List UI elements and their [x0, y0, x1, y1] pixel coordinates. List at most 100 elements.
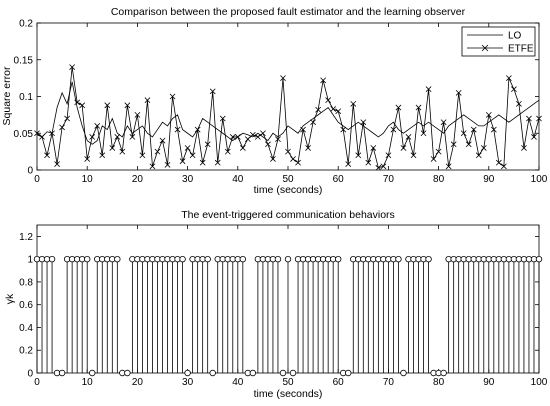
data-point-etfe: [440, 119, 447, 126]
data-point-etfe: [134, 111, 141, 118]
x-tick-labels: 0 10 20 30 40 50 60 70 80 90 100: [34, 174, 548, 185]
data-point-etfe: [445, 163, 452, 170]
data-point-etfe: [410, 152, 417, 159]
stem-marker: [345, 369, 352, 377]
x-tick-label: 90: [483, 377, 495, 388]
chart-title: Comparison between the proposed fault es…: [111, 6, 466, 18]
data-point-etfe: [500, 163, 507, 170]
data-point-etfe: [315, 106, 322, 113]
stem-marker: [335, 255, 342, 263]
stem-marker: [400, 369, 407, 377]
data-point-etfe: [465, 141, 472, 148]
data-point-etfe: [425, 86, 432, 93]
chart-title: The event-triggered communication behavi…: [181, 209, 395, 221]
data-point-etfe: [109, 145, 116, 151]
data-point-etfe: [536, 115, 542, 122]
x-tick-label: 30: [182, 174, 194, 185]
data-point-etfe: [385, 152, 392, 159]
data-point-etfe: [189, 152, 196, 159]
x-tick-label: 20: [132, 174, 144, 185]
y-tick-labels: 0 0.05 0.1 0.15 0.2: [14, 19, 34, 177]
data-point-etfe: [104, 102, 111, 109]
legend-box: [461, 26, 536, 57]
data-point-etfe: [69, 64, 76, 70]
data-point-etfe: [204, 141, 211, 148]
x-tick-label: 50: [282, 377, 294, 388]
data-point-etfe: [355, 152, 362, 159]
data-point-etfe: [480, 145, 487, 151]
x-tick-label: 100: [531, 174, 548, 185]
x-tick-label: 70: [383, 174, 395, 185]
y-axis-label: γk: [4, 293, 16, 304]
data-point-etfe: [265, 141, 271, 148]
legend-label-etfe: ETFE: [508, 44, 534, 55]
data-point-etfe: [239, 145, 246, 151]
data-point-etfe: [34, 130, 40, 137]
y-tick-label: 0.8: [19, 277, 33, 288]
stem-marker: [249, 369, 257, 377]
data-point-etfe: [365, 159, 372, 166]
data-point-etfe: [295, 159, 301, 166]
x-tick-label: 80: [433, 377, 445, 388]
data-point-etfe: [360, 119, 367, 126]
data-point-etfe: [400, 145, 407, 151]
chart-square-error: Comparison between the proposed fault es…: [1, 6, 548, 196]
data-point-etfe: [511, 86, 517, 93]
data-point-etfe: [450, 141, 457, 148]
x-tick-label: 20: [132, 377, 144, 388]
data-point-etfe: [270, 156, 276, 162]
data-point-etfe: [455, 89, 462, 96]
data-point-etfe: [119, 148, 126, 155]
chart-event-triggered: The event-triggered communication behavi…: [4, 209, 548, 400]
data-point-etfe: [194, 126, 201, 133]
data-point-etfe: [214, 159, 221, 166]
data-point-etfe: [531, 134, 537, 140]
data-point-etfe: [290, 156, 296, 162]
data-point-etfe: [390, 126, 397, 133]
data-point-etfe: [350, 100, 357, 107]
x-tick-label: 10: [82, 377, 94, 388]
data-point-etfe: [526, 115, 532, 122]
data-point-etfe: [490, 126, 497, 133]
data-point-etfe: [495, 159, 502, 166]
data-point-etfe: [39, 134, 45, 140]
y-tick-label: 1: [27, 255, 33, 266]
data-point-etfe: [460, 130, 467, 137]
y-tick-label: 0.2: [19, 346, 33, 357]
data-point-etfe: [154, 148, 161, 155]
stem-marker: [440, 369, 447, 377]
data-point-etfe: [184, 145, 191, 151]
y-tick-labels: 0 0.2 0.4 0.6 0.8 1 1.2: [19, 232, 33, 380]
x-tick-label: 60: [333, 174, 345, 185]
data-point-etfe: [340, 126, 347, 133]
data-point-etfe: [280, 75, 286, 82]
data-point-etfe: [249, 131, 256, 138]
stem-marker: [83, 255, 91, 263]
data-point-etfe: [244, 136, 251, 143]
y-tick-label: 0.15: [14, 55, 34, 66]
data-point-etfe: [320, 77, 327, 84]
series-group: [33, 255, 543, 377]
data-point-etfe: [144, 97, 151, 104]
x-tick-label: 70: [383, 377, 395, 388]
data-point-etfe: [159, 137, 166, 144]
y-tick-label: 0.6: [19, 300, 33, 311]
data-point-etfe: [345, 161, 352, 168]
stem-marker: [274, 255, 282, 263]
y-axis-label: Square error: [1, 66, 13, 125]
data-point-etfe: [254, 134, 261, 140]
data-point-etfe: [74, 99, 81, 106]
y-tick-label: 1.2: [19, 232, 33, 243]
data-point-etfe: [219, 115, 226, 122]
stem-marker: [425, 255, 432, 263]
x-tick-label: 30: [182, 377, 194, 388]
data-point-etfe: [470, 126, 477, 133]
y-tick-label: 0.05: [14, 129, 34, 140]
x-tick-label: 0: [34, 377, 40, 388]
data-point-etfe: [521, 145, 527, 151]
stem-marker: [124, 369, 131, 377]
y-tick-label: 0.4: [19, 323, 33, 334]
x-tick-label: 90: [483, 174, 495, 185]
data-point-etfe: [516, 100, 522, 107]
